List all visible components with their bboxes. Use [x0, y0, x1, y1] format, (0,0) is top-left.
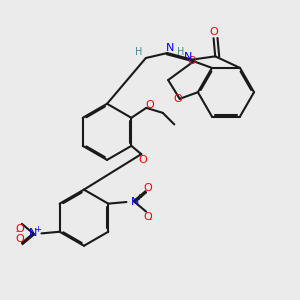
Text: -: -	[16, 228, 19, 237]
Text: -: -	[149, 215, 152, 224]
Text: N: N	[184, 52, 192, 62]
Text: O: O	[143, 184, 152, 194]
Text: O: O	[173, 94, 182, 104]
Text: N: N	[166, 43, 174, 53]
Text: O: O	[16, 234, 25, 244]
Text: H: H	[177, 47, 184, 57]
Text: N: N	[29, 228, 38, 239]
Text: N: N	[130, 197, 139, 207]
Text: +: +	[34, 225, 41, 234]
Text: O: O	[143, 212, 152, 221]
Text: O: O	[209, 27, 218, 37]
Text: H: H	[135, 47, 142, 57]
Text: O: O	[16, 224, 25, 234]
Text: O: O	[146, 100, 154, 110]
Text: +: +	[136, 193, 142, 202]
Text: O: O	[139, 155, 147, 165]
Text: O: O	[187, 56, 196, 66]
